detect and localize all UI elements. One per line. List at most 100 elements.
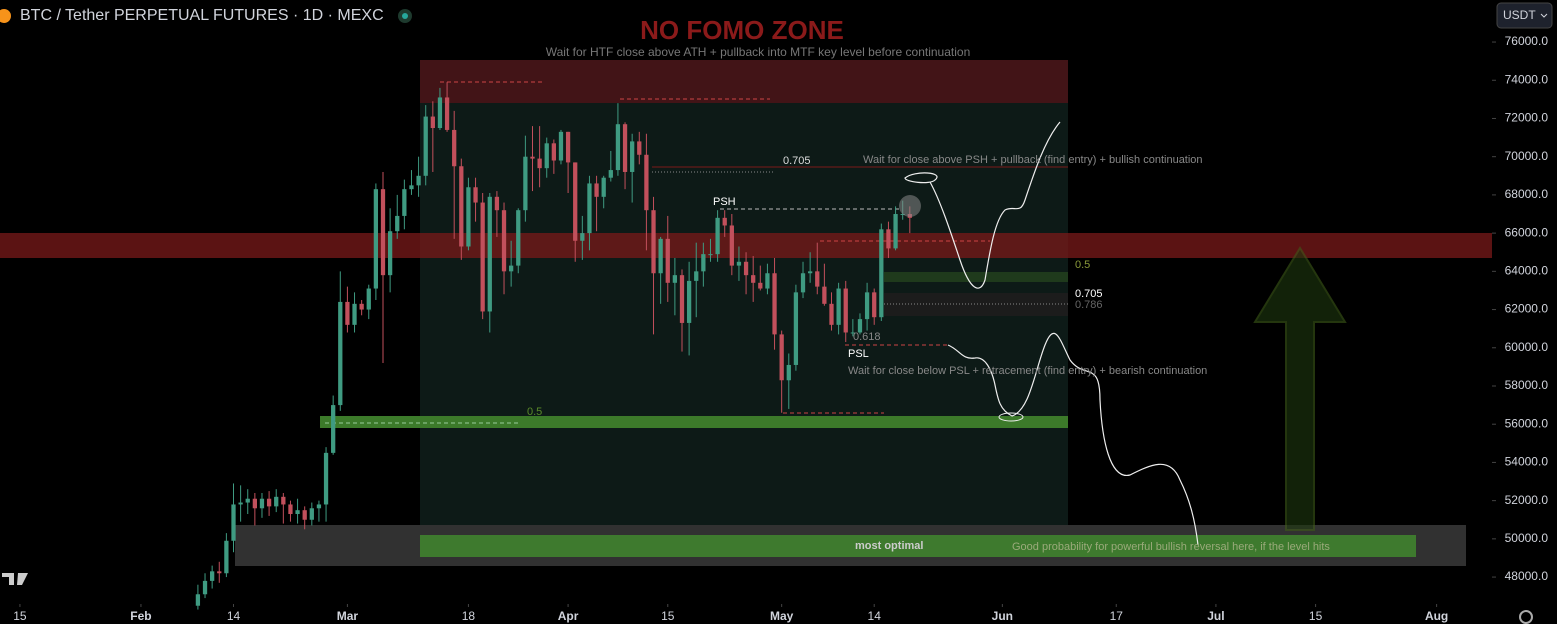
currency-label[interactable]: USDT [1503,8,1536,22]
candle-body [886,229,891,249]
projection-loop [998,412,1024,422]
candle-body [210,571,215,581]
candle-body [509,265,514,272]
candle-body [793,292,799,365]
projection-path [947,332,1199,546]
candle-body [686,280,692,323]
range-box [420,60,1068,525]
candle-body [893,214,898,249]
symbol-icon [0,9,11,23]
candle-body [252,498,257,509]
fib-label: 0.705 [783,155,811,167]
candle-body [615,124,621,171]
settings-icon[interactable] [1519,610,1533,624]
candle-body [808,271,813,274]
swing-label: PSL [848,348,869,360]
candle-body [466,187,471,247]
candle-body [622,124,628,172]
candle-body [281,496,286,505]
candle-body [295,510,300,515]
swing-label: PSH [713,196,736,208]
candle-body [430,116,435,129]
candle-body [395,215,400,232]
candle-body [558,131,564,161]
candle-body [352,303,357,325]
y-tick-label: 68000.0 [1505,187,1549,201]
candle-body [516,210,521,266]
candle-body [765,273,770,289]
x-tick-label: 15 [1309,609,1323,623]
x-tick-label: 18 [462,609,476,623]
candle-body [736,261,742,266]
candle-body [487,196,492,312]
candle-body [494,196,500,211]
annotation: NO FOMO ZONE [640,15,844,45]
candle-body [779,334,784,381]
annotation: Wait for close above PSH + pullback (fin… [863,154,1203,166]
candle-body [452,129,457,167]
candle-body [537,158,542,169]
x-tick-label: Aug [1425,609,1448,623]
candle-body [366,288,371,310]
candle-body [316,504,322,509]
fib-label: 0.618 [853,331,881,343]
candle-body [217,571,222,574]
candle-body [608,170,613,178]
y-tick-label: 76000.0 [1505,34,1549,48]
candle-body [373,189,379,289]
candle-body [872,292,877,318]
candle-body [202,580,208,595]
candle-body [551,143,556,161]
candle-body [380,189,386,276]
fib-label: 0.5 [1075,259,1090,271]
y-tick-label: 66000.0 [1505,225,1549,239]
candle-body [665,238,670,283]
optimal-zone [420,535,1416,557]
candle-body [751,275,756,283]
candle-body [637,141,642,155]
candle-body [644,154,649,211]
y-tick-label: 72000.0 [1505,111,1549,125]
y-tick-label: 52000.0 [1505,493,1549,507]
y-tick-label: 48000.0 [1505,569,1549,583]
y-tick-label: 60000.0 [1505,340,1549,354]
candle-body [480,202,485,312]
symbol-title[interactable]: BTC / Tether PERPETUAL FUTURES · 1D · ME… [20,7,384,24]
x-tick-label: Apr [558,609,579,623]
candle-body [800,273,806,293]
candle-body [259,498,265,509]
logo [2,573,28,585]
candle-body [565,131,571,163]
y-tick-label: 54000.0 [1505,455,1549,469]
candle-body [815,271,820,287]
y-tick-label: 70000.0 [1505,149,1549,163]
candle-body [829,303,834,325]
x-tick-label: Feb [130,609,151,623]
candle-body [708,254,713,256]
x-tick-label: Jun [992,609,1013,623]
candle-body [544,143,549,169]
candle-body [338,301,343,406]
candle-body [864,292,870,320]
y-tick-label: 58000.0 [1505,378,1549,392]
candle-body [679,275,685,323]
candle-body [238,502,243,505]
levels [325,81,1068,424]
candle-body [701,254,706,272]
candle-body [416,175,421,186]
y-tick-label: 50000.0 [1505,531,1549,545]
candle-body [231,504,236,541]
candle-body [658,238,663,274]
x-tick-label: 15 [13,609,27,623]
fib-zone [884,293,1068,316]
support-zone [320,416,1068,428]
candle-body [302,510,307,520]
candle-body [323,452,329,505]
currency-button[interactable] [1496,2,1553,29]
fib-zone [884,272,1068,282]
candle-body [651,210,656,274]
candle-body [900,214,905,216]
x-tick-label: 14 [227,609,241,623]
